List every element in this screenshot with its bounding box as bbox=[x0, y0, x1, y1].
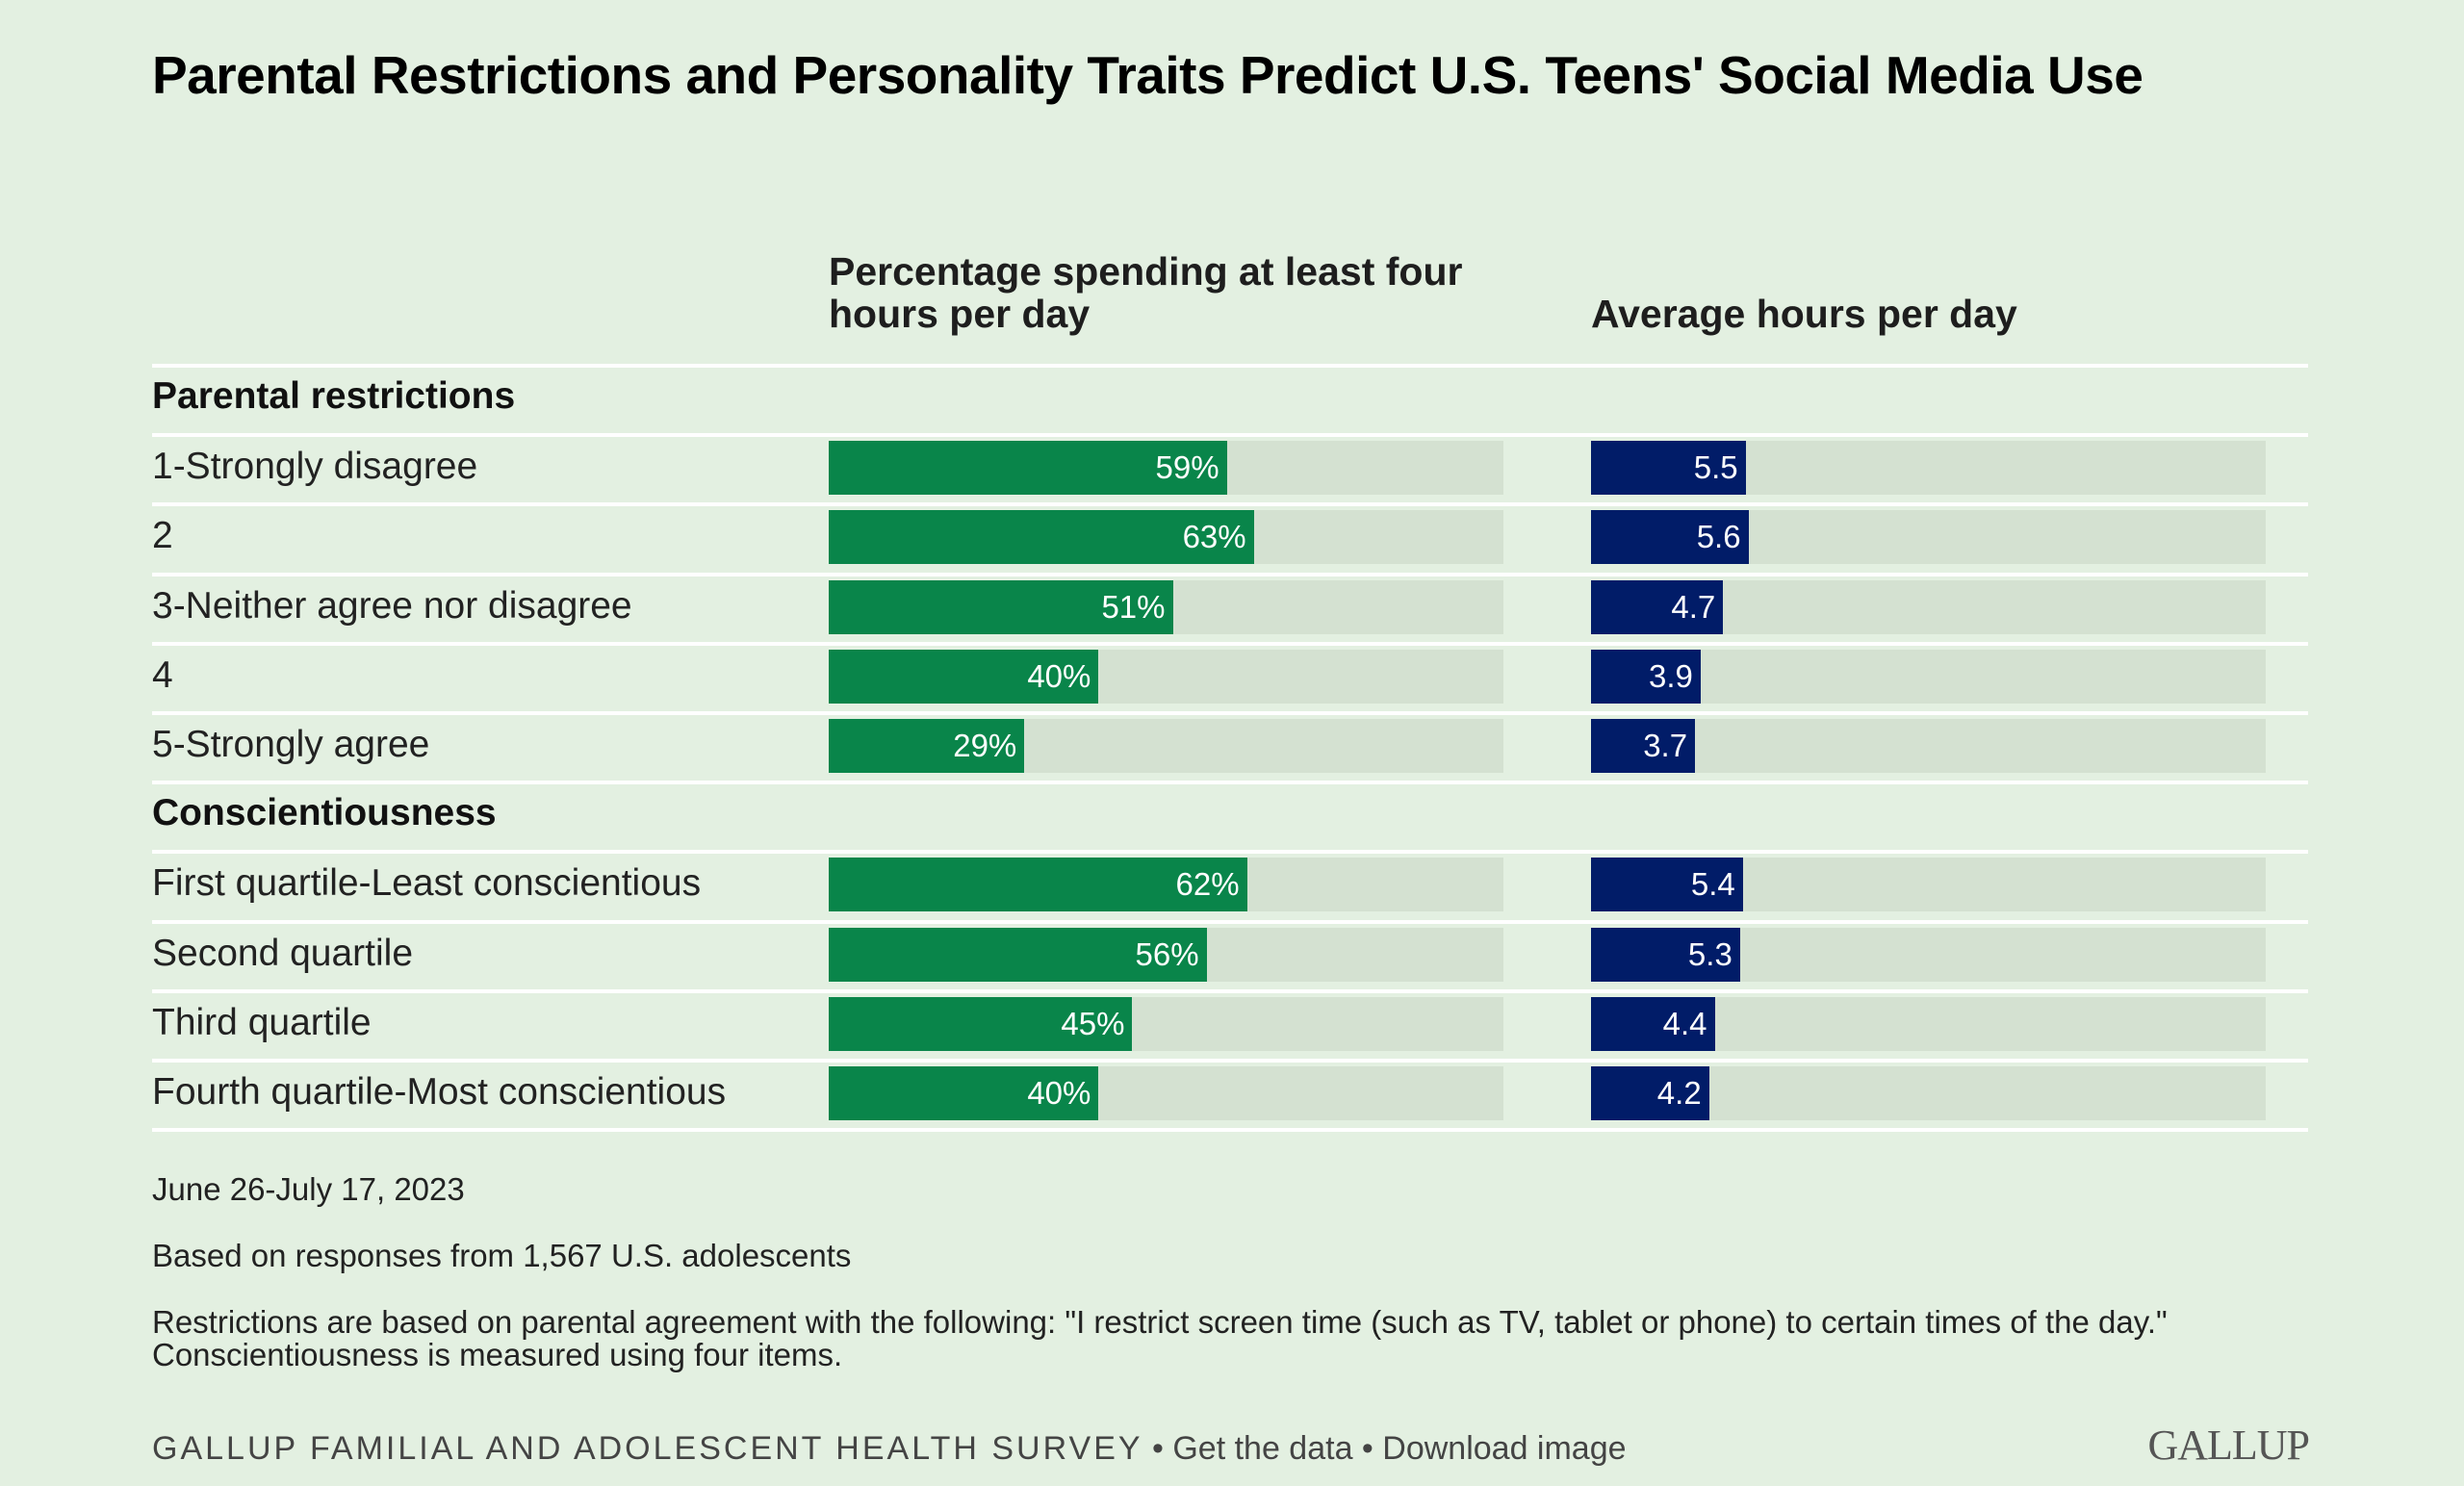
pct-bar: 29% bbox=[829, 719, 1025, 773]
pct-bar: 45% bbox=[829, 996, 1133, 1051]
hours-bar-value-label: 4.2 bbox=[1656, 1075, 1702, 1111]
hours-bar-value-label: 5.6 bbox=[1696, 519, 1741, 555]
pct-bar-track: 51% bbox=[829, 579, 1503, 634]
hours-bar-value-label: 4.7 bbox=[1671, 588, 1716, 625]
pct-bar: 40% bbox=[829, 1066, 1099, 1120]
pct-bar-value-label: 45% bbox=[1061, 1005, 1125, 1041]
group-label: Parental restrictions bbox=[152, 375, 516, 417]
hours-bar: 4.2 bbox=[1591, 1066, 1709, 1120]
method-note-line2: Conscientiousness is measured using four… bbox=[152, 1337, 843, 1372]
pct-bar-track: 63% bbox=[829, 510, 1503, 565]
row-label: 5-Strongly agree bbox=[152, 724, 430, 765]
pct-bar-value-label: 56% bbox=[1135, 935, 1199, 972]
pct-bar-value-label: 59% bbox=[1155, 449, 1219, 486]
hours-bar-value-label: 5.3 bbox=[1687, 935, 1732, 972]
pct-bar: 59% bbox=[829, 441, 1227, 496]
pct-bar-track: 59% bbox=[829, 441, 1503, 496]
download-image-link[interactable]: Download image bbox=[1382, 1430, 1627, 1467]
chart-title: Parental Restrictions and Personality Tr… bbox=[152, 45, 2143, 105]
method-note-line1: Restrictions are based on parental agree… bbox=[152, 1304, 2168, 1340]
hours-bar-track: 4.4 bbox=[1591, 996, 2266, 1051]
pct-bar-value-label: 40% bbox=[1027, 657, 1091, 694]
row-divider bbox=[152, 919, 2308, 924]
footer: GALLUP FAMILIAL AND ADOLESCENT HEALTH SU… bbox=[152, 1430, 1627, 1468]
pct-bar-value-label: 51% bbox=[1101, 588, 1166, 625]
row-divider bbox=[152, 502, 2308, 507]
hours-bar-track: 3.7 bbox=[1591, 719, 2266, 773]
pct-bar: 40% bbox=[829, 649, 1099, 704]
row-divider bbox=[152, 1128, 2308, 1133]
row-divider bbox=[152, 988, 2308, 993]
row-divider bbox=[152, 850, 2308, 855]
hours-bar-value-label: 3.7 bbox=[1643, 728, 1688, 763]
hours-bar-track: 5.3 bbox=[1591, 927, 2266, 982]
hours-bar-value-label: 5.5 bbox=[1693, 449, 1738, 486]
pct-bar-value-label: 63% bbox=[1182, 519, 1246, 555]
get-data-link[interactable]: Get the data bbox=[1172, 1430, 1353, 1467]
hours-bar-value-label: 5.4 bbox=[1690, 866, 1735, 903]
hours-bar-value-label: 4.4 bbox=[1662, 1005, 1707, 1041]
row-label: First quartile-Least conscientious bbox=[152, 862, 702, 905]
row-divider bbox=[152, 641, 2308, 646]
sample-note: Based on responses from 1,567 U.S. adole… bbox=[152, 1238, 852, 1273]
row-divider bbox=[152, 711, 2308, 715]
row-label: Third quartile bbox=[152, 1001, 372, 1043]
hours-bar-track: 3.9 bbox=[1591, 649, 2266, 704]
hours-bar: 5.4 bbox=[1591, 858, 1743, 912]
row-label: Second quartile bbox=[152, 932, 414, 974]
hours-bar: 5.5 bbox=[1591, 441, 1746, 496]
source-label: GALLUP FAMILIAL AND ADOLESCENT HEALTH SU… bbox=[152, 1430, 1143, 1467]
date-note: June 26-July 17, 2023 bbox=[152, 1171, 465, 1207]
hours-bar-track: 4.7 bbox=[1591, 579, 2266, 634]
pct-bar-value-label: 40% bbox=[1027, 1075, 1091, 1111]
pct-bar-track: 56% bbox=[829, 927, 1503, 982]
hours-bar: 4.7 bbox=[1591, 579, 1724, 634]
gallup-logo: GALLUP bbox=[2147, 1422, 2310, 1469]
row-label: 4 bbox=[152, 653, 173, 696]
pct-bar: 63% bbox=[829, 510, 1254, 565]
row-divider bbox=[152, 433, 2308, 438]
pct-bar-track: 62% bbox=[829, 858, 1503, 912]
hours-bar: 4.4 bbox=[1591, 996, 1715, 1051]
pct-bar-track: 40% bbox=[829, 1066, 1503, 1120]
pct-bar: 62% bbox=[829, 858, 1247, 912]
separator: • bbox=[1352, 1430, 1383, 1467]
hours-bar-track: 5.6 bbox=[1591, 510, 2266, 565]
row-label: Fourth quartile-Most conscientious bbox=[152, 1071, 727, 1113]
row-label: 2 bbox=[152, 515, 173, 557]
separator: • bbox=[1142, 1430, 1173, 1467]
hours-bar: 5.6 bbox=[1591, 510, 1749, 565]
pct-bar: 56% bbox=[829, 927, 1207, 982]
pct-bar: 51% bbox=[829, 579, 1173, 634]
hours-bar: 3.7 bbox=[1591, 719, 1696, 773]
pct-column-header: Percentage spending at least four hours … bbox=[829, 249, 1463, 336]
hours-bar-value-label: 3.9 bbox=[1649, 657, 1693, 694]
hours-bar: 5.3 bbox=[1591, 927, 1740, 982]
row-label: 1-Strongly disagree bbox=[152, 446, 478, 488]
group-label: Conscientiousness bbox=[152, 792, 497, 834]
row-divider bbox=[152, 781, 2308, 785]
row-divider bbox=[152, 364, 2308, 368]
pct-bar-track: 40% bbox=[829, 649, 1503, 704]
hours-bar-track: 5.5 bbox=[1591, 441, 2266, 496]
row-label: 3-Neither agree nor disagree bbox=[152, 584, 632, 627]
hours-column-header: Average hours per day bbox=[1591, 292, 2017, 336]
hours-bar-track: 4.2 bbox=[1591, 1066, 2266, 1120]
row-divider bbox=[152, 572, 2308, 576]
hours-bar-track: 5.4 bbox=[1591, 858, 2266, 912]
pct-bar-value-label: 62% bbox=[1175, 866, 1240, 903]
row-divider bbox=[152, 1059, 2308, 1063]
pct-bar-track: 29% bbox=[829, 719, 1503, 773]
pct-bar-track: 45% bbox=[829, 996, 1503, 1051]
pct-bar-value-label: 29% bbox=[953, 728, 1017, 763]
hours-bar: 3.9 bbox=[1591, 649, 1701, 704]
